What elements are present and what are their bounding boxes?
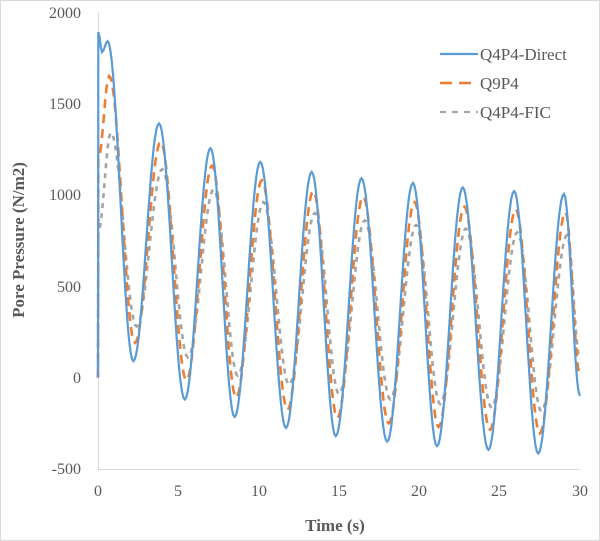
x-tick-label: 5 <box>174 483 182 500</box>
y-axis-title: Pore Pressure (N/m2) <box>9 162 28 318</box>
y-tick-label: 1000 <box>49 187 81 204</box>
y-tick-label: 1500 <box>49 96 81 113</box>
x-tick-label: 15 <box>331 483 347 500</box>
legend-item-q4p4-direct: Q4P4-Direct <box>440 45 567 64</box>
x-axis-title: Time (s) <box>305 516 365 535</box>
series-q9p4-line <box>96 73 582 436</box>
legend-label: Q9P4 <box>480 74 519 93</box>
x-tick-label: 10 <box>251 483 267 500</box>
x-tick-labels: 0 5 10 15 20 25 30 <box>94 483 588 500</box>
legend-item-q4p4-fic: Q4P4-FIC <box>440 103 551 122</box>
series-layer <box>96 31 582 456</box>
x-tick-label: 25 <box>491 483 507 500</box>
y-tick-label: 500 <box>57 279 81 296</box>
legend-item-q9p4: Q9P4 <box>440 74 519 93</box>
legend-label: Q4P4-FIC <box>480 103 551 122</box>
y-tick-labels: 2000 1500 1000 500 0 -500 <box>49 5 81 478</box>
x-tick-label: 0 <box>94 483 102 500</box>
y-tick-label: 2000 <box>49 5 81 22</box>
x-tick-label: 30 <box>572 483 588 500</box>
legend: Q4P4-Direct Q9P4 Q4P4-FIC <box>440 45 567 122</box>
series-q4p4-fic-line <box>96 130 582 414</box>
series-q4p4-direct-line <box>96 31 582 456</box>
x-tick-label: 20 <box>411 483 427 500</box>
y-tick-label: -500 <box>52 461 81 478</box>
y-tick-label: 0 <box>73 370 81 387</box>
legend-label: Q4P4-Direct <box>480 45 567 64</box>
